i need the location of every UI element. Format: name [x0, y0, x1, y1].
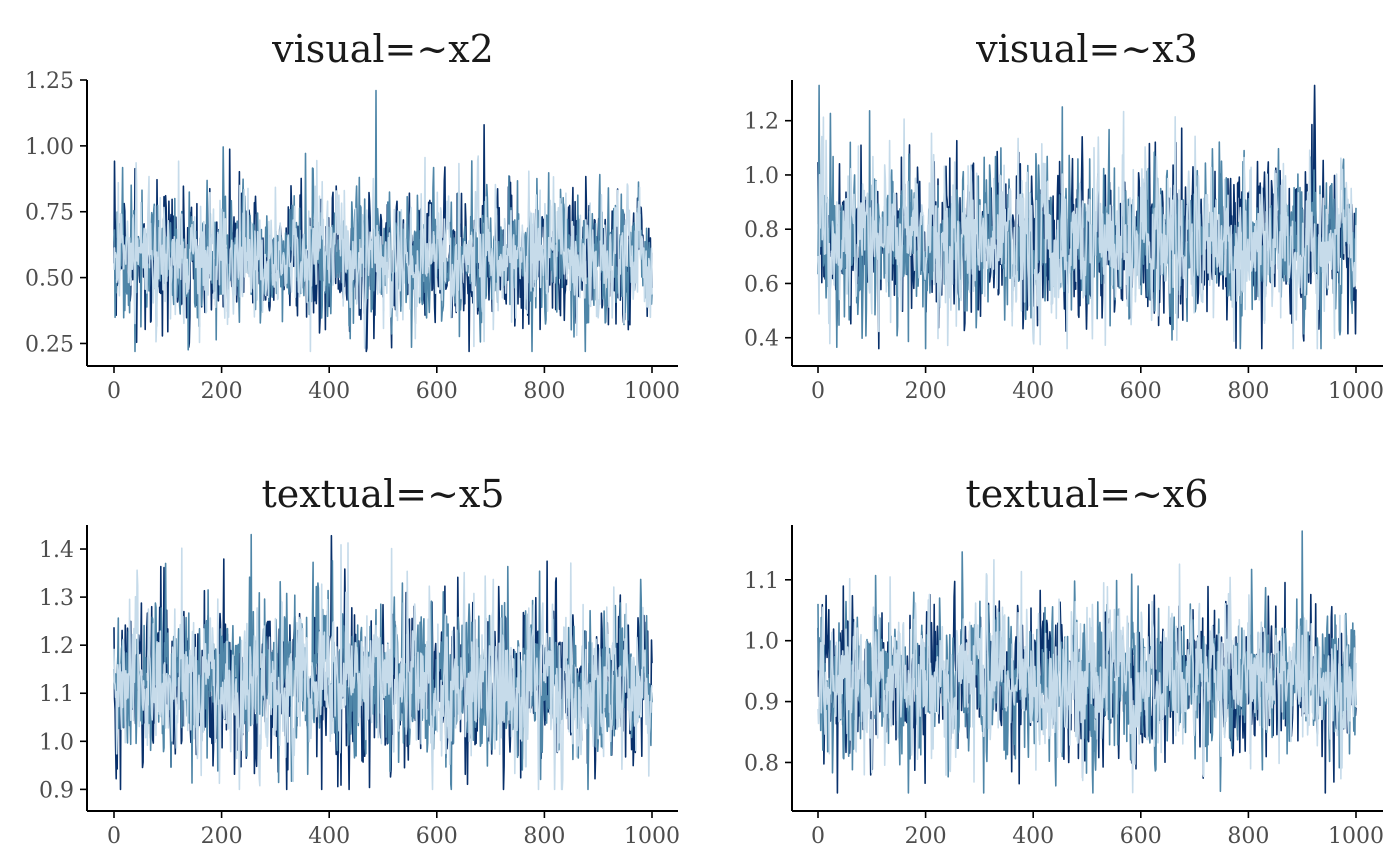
x-tick-label: 400: [1012, 824, 1054, 849]
trace-panel-1: visual=~x2 0.25 0.50 0.75 1.00 1.25 0 200 400 600…: [25, 27, 680, 404]
x-tick-label: 600: [416, 379, 458, 404]
y-tick-label: 1.0: [39, 730, 74, 755]
x-tick-label: 800: [523, 379, 565, 404]
x-tick-label: 800: [1227, 824, 1269, 849]
y-tick-label: 0.9: [744, 691, 779, 716]
y-tick-label: 1.2: [39, 634, 74, 659]
y-tick-label: 1.00: [25, 135, 74, 160]
x-tick-label: 0: [107, 379, 121, 404]
x-tick-label: 0: [811, 824, 825, 849]
x-tick-label: 800: [523, 824, 565, 849]
x-tick-label: 200: [201, 824, 243, 849]
y-tick-label: 1.3: [39, 586, 74, 611]
x-tick-label: 1000: [1328, 379, 1384, 404]
y-tick-label: 0.50: [25, 267, 74, 292]
chain-3-trace-line: [817, 110, 1357, 350]
trace-panel-4: textual=~x6 0.8 0.9 1.0 1.1 0 200 400 600 800 1000: [744, 472, 1384, 849]
y-tick-label: 0.25: [25, 332, 74, 357]
y-tick-label: 1.4: [39, 538, 74, 563]
panel-title: textual=~x5: [261, 472, 504, 516]
x-tick-label: 1000: [1328, 824, 1384, 849]
x-tick-label: 200: [905, 824, 947, 849]
y-tick-label: 1.1: [39, 682, 74, 707]
y-tick-label: 0.6: [744, 272, 779, 297]
panel-title: visual=~x2: [271, 27, 494, 71]
chain-3-trace-line: [817, 558, 1357, 794]
x-tick-label: 1000: [624, 824, 680, 849]
x-tick-label: 400: [1012, 379, 1054, 404]
x-tick-label: 600: [416, 824, 458, 849]
y-tick-label: 1.25: [25, 69, 74, 94]
x-tick-label: 800: [1227, 379, 1269, 404]
y-tick-label: 0.8: [744, 751, 779, 776]
x-tick-label: 600: [1120, 379, 1162, 404]
y-tick-label: 1.2: [744, 110, 779, 135]
x-tick-label: 600: [1120, 824, 1162, 849]
x-tick-label: 0: [811, 379, 825, 404]
y-tick-label: 1.0: [744, 164, 779, 189]
x-tick-label: 200: [905, 379, 947, 404]
panel-title: textual=~x6: [965, 472, 1208, 516]
x-tick-label: 200: [201, 379, 243, 404]
chain-3-trace-line: [113, 542, 653, 791]
x-tick-label: 1000: [624, 379, 680, 404]
x-tick-label: 400: [308, 379, 350, 404]
trace-panel-3: textual=~x5 0.9 1.0 1.1 1.2 1.3 1.4 0 200 400 600 8…: [39, 472, 680, 849]
y-tick-label: 0.8: [744, 218, 779, 243]
trace-panel-2: visual=~x3 0.4 0.6 0.8 1.0 1.2 0 200 400 600 800 10…: [744, 27, 1384, 404]
y-tick-label: 0.4: [744, 327, 779, 352]
y-tick-label: 0.9: [39, 778, 74, 803]
y-tick-label: 1.0: [744, 630, 779, 655]
y-tick-label: 1.1: [744, 569, 779, 594]
y-tick-label: 0.75: [25, 201, 74, 226]
panel-title: visual=~x3: [975, 27, 1198, 71]
chain-3-trace-line: [113, 155, 653, 353]
x-tick-label: 0: [107, 824, 121, 849]
x-tick-label: 400: [308, 824, 350, 849]
